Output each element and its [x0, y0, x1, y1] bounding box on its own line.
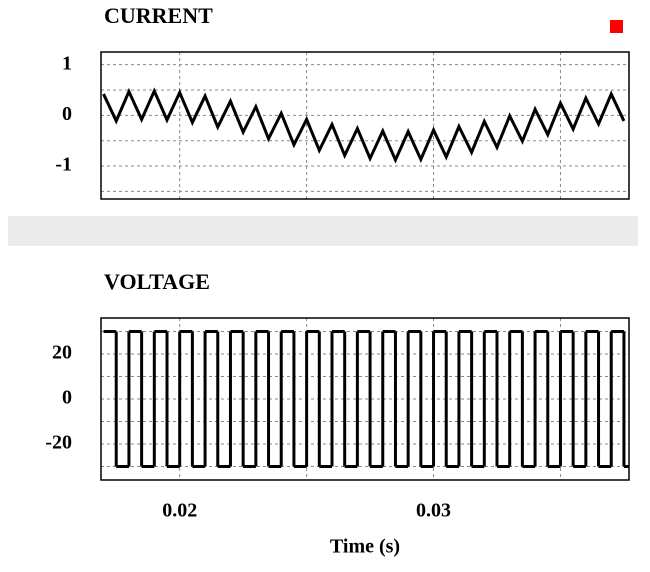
y-tick-label: 20: [52, 342, 72, 364]
plot-frame: [100, 317, 630, 481]
chart-title: CURRENT: [104, 3, 213, 28]
current-trace: [102, 87, 626, 164]
y-tick-label: 0: [62, 103, 72, 125]
separator-band: [8, 216, 638, 246]
status-indicator: [610, 20, 623, 33]
chart-title: VOLTAGE: [104, 269, 210, 294]
y-tick-label: -1: [55, 154, 72, 176]
x-axis-label: Time (s): [330, 536, 400, 558]
x-tick-label: 0.02: [162, 500, 197, 522]
plot-frame: [100, 51, 630, 200]
y-tick-label: 0: [62, 387, 72, 409]
x-tick-label: 0.03: [416, 500, 451, 522]
y-tick-label: -20: [45, 432, 72, 454]
y-tick-label: 1: [62, 52, 72, 74]
